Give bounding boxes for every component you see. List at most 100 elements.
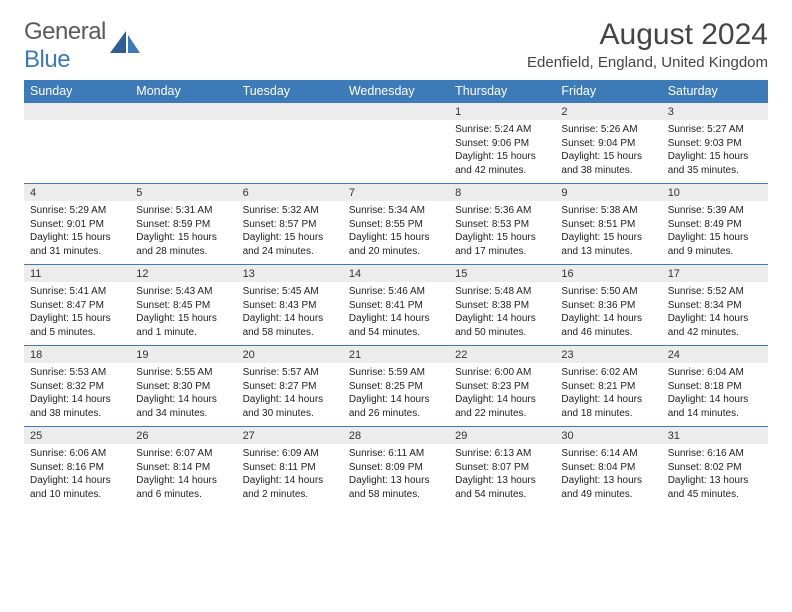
sunset-line: Sunset: 8:53 PM [455, 219, 529, 230]
day-detail-cell: Sunrise: 5:29 AM Sunset: 9:01 PM Daylight:… [24, 201, 130, 265]
daylight-line: Daylight: 13 hours and 49 minutes. [561, 475, 642, 500]
day-number-cell: 30 [555, 427, 661, 445]
day-detail-cell: Sunrise: 6:13 AMSunset: 8:07 PMDaylight:… [449, 444, 555, 507]
day-number-cell: 26 [130, 427, 236, 445]
day-number-cell: 28 [343, 427, 449, 445]
month-title: August 2024 [527, 18, 768, 52]
sunrise-line: Sunrise: 5:55 AM [136, 367, 212, 378]
day-number-cell: 17 [662, 265, 768, 283]
sunset-line: Sunset: 8:51 PM [561, 219, 635, 230]
daylight-line: Daylight: 15 hours and 9 minutes. [668, 232, 749, 257]
day-detail-row: Sunrise: 5:29 AM Sunset: 9:01 PM Daylight:… [24, 201, 768, 265]
brand-logo: General Blue [24, 18, 140, 74]
sunset-line: Sunset: 8:09 PM [349, 462, 423, 473]
sunset-line: Sunset: 8:16 PM [30, 462, 104, 473]
sunrise-line: Sunrise: 5:59 AM [349, 367, 425, 378]
sunset-line: Sunset: 8:02 PM [668, 462, 742, 473]
daylight-line: Daylight: 14 hours and 22 minutes. [455, 394, 536, 419]
day-number-row: 18192021222324 [24, 346, 768, 364]
sunset-line: Sunset: 8:32 PM [30, 381, 104, 392]
day-number-cell: 12 [130, 265, 236, 283]
day-number-row: 11121314151617 [24, 265, 768, 283]
day-number-cell: 22 [449, 346, 555, 364]
daylight-line: Daylight: 15 hours and 24 minutes. [243, 232, 324, 257]
day-of-week-header: Monday [130, 80, 236, 103]
sunrise-line: Sunrise: 5:29 AM [30, 205, 106, 216]
day-of-week-header: Wednesday [343, 80, 449, 103]
day-of-week-header: Sunday [24, 80, 130, 103]
sunrise-line: Sunrise: 5:24 AM [455, 124, 531, 135]
daylight-line: Daylight: 15 hours and 17 minutes. [455, 232, 536, 257]
day-number-cell: 20 [237, 346, 343, 364]
sunset-line: Sunset: 9:06 PM [455, 138, 529, 149]
day-number-cell: 9 [555, 184, 661, 202]
day-number-cell: 5 [130, 184, 236, 202]
day-detail-cell: Sunrise: 6:11 AMSunset: 8:09 PMDaylight:… [343, 444, 449, 507]
day-number-cell: 19 [130, 346, 236, 364]
sunset-line: Sunset: 8:14 PM [136, 462, 210, 473]
day-number-cell: 6 [237, 184, 343, 202]
daylight-line: Daylight: 15 hours and 1 minute. [136, 313, 217, 338]
day-detail-cell: Sunrise: 5:43 AMSunset: 8:45 PMDaylight:… [130, 282, 236, 346]
sunset-line: Sunset: 8:30 PM [136, 381, 210, 392]
sunset-line: Sunset: 8:57 PM [243, 219, 317, 230]
daylight-line: Daylight: 13 hours and 45 minutes. [668, 475, 749, 500]
day-detail-cell: Sunrise: 5:39 AMSunset: 8:49 PMDaylight:… [662, 201, 768, 265]
day-number-row: 123 [24, 103, 768, 121]
sunrise-line: Sunrise: 6:14 AM [561, 448, 637, 459]
day-number-cell: 11 [24, 265, 130, 283]
daylight-line: Daylight: 14 hours and 58 minutes. [243, 313, 324, 338]
day-number-row: 45678910 [24, 184, 768, 202]
day-number-cell: 1 [449, 103, 555, 121]
day-number-cell: 8 [449, 184, 555, 202]
sunset-line: Sunset: 8:59 PM [136, 219, 210, 230]
daylight-line: Daylight: 15 hours and 28 minutes. [136, 232, 217, 257]
day-of-week-header: Saturday [662, 80, 768, 103]
sunset-line: Sunset: 9:03 PM [668, 138, 742, 149]
day-number-cell [130, 103, 236, 121]
day-number-cell: 23 [555, 346, 661, 364]
day-detail-cell: Sunrise: 5:34 AMSunset: 8:55 PMDaylight:… [343, 201, 449, 265]
title-block: August 2024 Edenfield, England, United K… [527, 18, 768, 71]
daylight-line: Daylight: 14 hours and 54 minutes. [349, 313, 430, 338]
day-detail-cell [343, 120, 449, 184]
sunrise-line: Sunrise: 5:38 AM [561, 205, 637, 216]
day-number-cell: 29 [449, 427, 555, 445]
day-detail-cell: Sunrise: 5:36 AM Sunset: 8:53 PM Daylight:… [449, 201, 555, 265]
sunrise-line: Sunrise: 6:06 AM [30, 448, 106, 459]
sunset-line: Sunset: 8:36 PM [561, 300, 635, 311]
sunset-line: Sunset: 8:18 PM [668, 381, 742, 392]
daylight-line: Daylight: 14 hours and 26 minutes. [349, 394, 430, 419]
daylight-line: Daylight: 15 hours and 5 minutes. [30, 313, 111, 338]
sunrise-line: Sunrise: 5:32 AM [243, 205, 319, 216]
day-number-row: 25262728293031 [24, 427, 768, 445]
day-detail-cell: Sunrise: 5:55 AMSunset: 8:30 PMDaylight:… [130, 363, 236, 427]
daylight-line: Daylight: 14 hours and 14 minutes. [668, 394, 749, 419]
header: General Blue August 2024 Edenfield, Engl… [24, 18, 768, 74]
sunset-line: Sunset: 8:47 PM [30, 300, 104, 311]
sunrise-line: Sunrise: 5:36 AM [455, 205, 531, 216]
sunset-line: Sunset: 9:04 PM [561, 138, 635, 149]
day-detail-cell [24, 120, 130, 184]
daylight-line: Daylight: 14 hours and 6 minutes. [136, 475, 217, 500]
sunset-line: Sunset: 8:27 PM [243, 381, 317, 392]
day-detail-cell: Sunrise: 6:14 AMSunset: 8:04 PMDaylight:… [555, 444, 661, 507]
daylight-line: Daylight: 14 hours and 46 minutes. [561, 313, 642, 338]
sunrise-line: Sunrise: 5:52 AM [668, 286, 744, 297]
sunrise-line: Sunrise: 5:45 AM [243, 286, 319, 297]
day-number-cell: 10 [662, 184, 768, 202]
sunset-line: Sunset: 8:38 PM [455, 300, 529, 311]
sunset-line: Sunset: 8:55 PM [349, 219, 423, 230]
day-number-cell: 18 [24, 346, 130, 364]
day-detail-cell: Sunrise: 5:27 AMSunset: 9:03 PMDaylight:… [662, 120, 768, 184]
day-number-cell: 7 [343, 184, 449, 202]
daylight-line: Daylight: 13 hours and 54 minutes. [455, 475, 536, 500]
day-detail-cell [130, 120, 236, 184]
sunset-line: Sunset: 9:01 PM [30, 219, 104, 230]
daylight-line: Daylight: 15 hours and 20 minutes. [349, 232, 430, 257]
day-number-cell: 27 [237, 427, 343, 445]
daylight-line: Daylight: 14 hours and 50 minutes. [455, 313, 536, 338]
day-detail-cell: Sunrise: 5:31 AMSunset: 8:59 PMDaylight:… [130, 201, 236, 265]
daylight-line: Daylight: 14 hours and 38 minutes. [30, 394, 111, 419]
daylight-line: Daylight: 15 hours and 31 minutes. [30, 232, 111, 257]
